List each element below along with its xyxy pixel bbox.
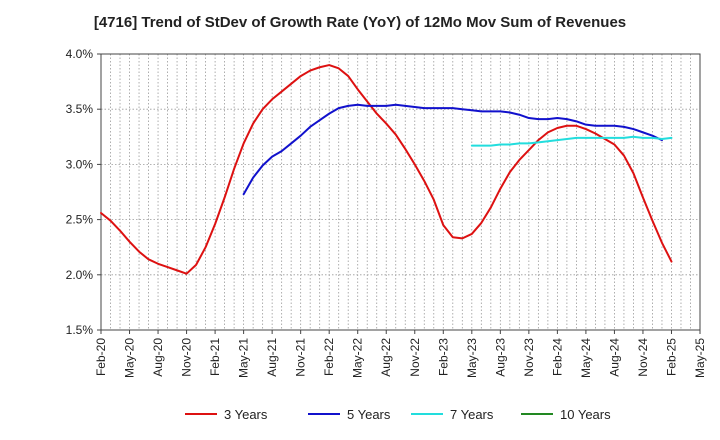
x-tick-label: May-23 bbox=[465, 338, 479, 378]
x-tick-label: Feb-21 bbox=[208, 338, 222, 376]
x-tick-label: Feb-23 bbox=[436, 338, 450, 376]
series-line-5-years bbox=[242, 103, 663, 196]
x-tick-label: Nov-20 bbox=[180, 338, 194, 377]
x-tick-label: Aug-24 bbox=[607, 338, 621, 377]
legend-label-5-years: 5 Years bbox=[347, 407, 391, 422]
legend-label-10-years: 10 Years bbox=[560, 407, 611, 422]
legend-label-3-years: 3 Years bbox=[224, 407, 268, 422]
x-tick-label: Aug-22 bbox=[379, 338, 393, 377]
x-tick-label: Aug-23 bbox=[493, 338, 507, 377]
x-tick-label: Feb-24 bbox=[550, 338, 564, 376]
x-tick-label: May-22 bbox=[351, 338, 365, 378]
x-tick-label: Aug-21 bbox=[265, 338, 279, 377]
x-tick-label: Aug-20 bbox=[151, 338, 165, 377]
y-tick-label: 2.5% bbox=[66, 213, 94, 227]
x-tick-label: May-24 bbox=[579, 338, 593, 378]
y-tick-label: 2.0% bbox=[66, 268, 94, 282]
y-tick-label: 4.0% bbox=[66, 47, 94, 61]
y-tick-label: 3.5% bbox=[66, 102, 94, 116]
legend: 3 Years 5 Years 7 Years 10 Years bbox=[185, 407, 611, 422]
x-tick-label: Nov-22 bbox=[408, 338, 422, 377]
plot-background bbox=[101, 54, 700, 330]
axes: 1.5% 2.0% 2.5% 3.0% 3.5% 4.0% Feb-20 May-20 Aug-… bbox=[66, 47, 707, 378]
x-tick-label: Nov-21 bbox=[294, 338, 308, 377]
x-tick-label: May-25 bbox=[693, 338, 707, 378]
x-tick-label: Nov-23 bbox=[522, 338, 536, 377]
series-line-3-years bbox=[100, 64, 673, 275]
chart-title: [4716] Trend of StDev of Growth Rate (Yo… bbox=[93, 14, 627, 31]
y-tick-label: 3.0% bbox=[66, 157, 94, 171]
plot-area bbox=[101, 54, 700, 330]
series-lines bbox=[100, 64, 673, 275]
y-tick-label: 1.5% bbox=[66, 323, 94, 337]
series-line-7-years bbox=[470, 135, 673, 147]
x-tick-label: Feb-25 bbox=[664, 338, 678, 376]
x-tick-label: May-21 bbox=[237, 338, 251, 378]
x-tick-label: Feb-22 bbox=[322, 338, 336, 376]
legend-label-7-years: 7 Years bbox=[450, 407, 494, 422]
x-tick-label: May-20 bbox=[123, 338, 137, 378]
x-tick-label: Feb-20 bbox=[94, 338, 108, 376]
x-tick-label: Nov-24 bbox=[636, 338, 650, 377]
plot-frame bbox=[100, 53, 701, 331]
